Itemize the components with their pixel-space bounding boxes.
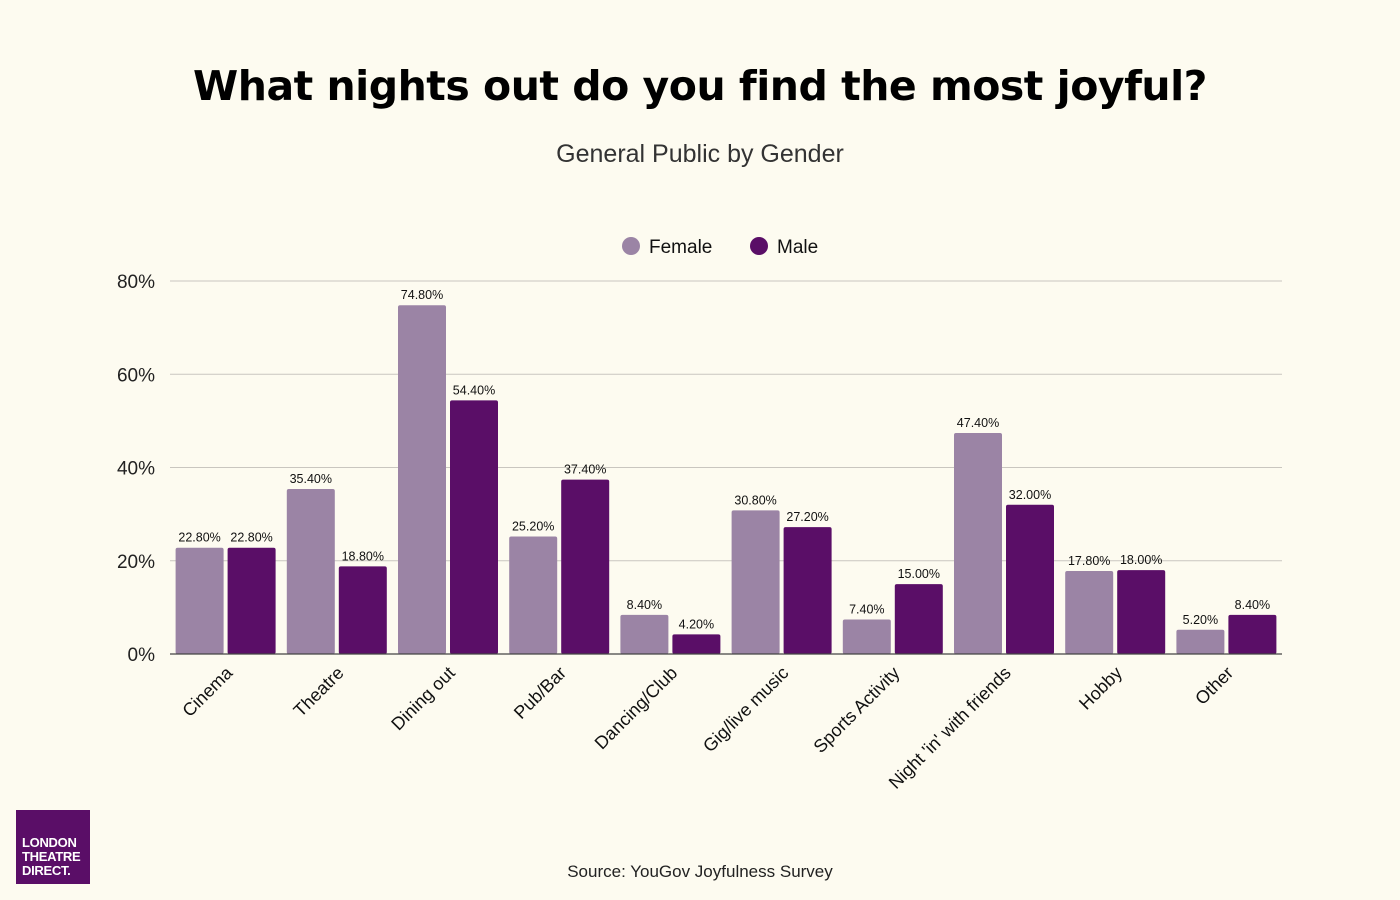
bar-male [1117,570,1166,654]
chart-title: What nights out do you find the most joy… [193,62,1207,110]
bar-female [398,305,446,654]
data-label: 22.80% [178,531,220,545]
bar-male [1228,614,1277,654]
data-label: 8.40% [627,598,662,612]
data-label: 15.00% [898,567,940,581]
x-tick-label: Dancing/Club [591,663,682,754]
data-label: 32.00% [1009,488,1051,502]
logo-line-3: DIRECT. [22,863,71,878]
data-label: 30.80% [734,493,776,507]
source-note: Source: YouGov Joyfulness Survey [567,862,833,881]
x-tick-label: Theatre [290,663,348,721]
x-tick-label: Hobby [1075,663,1126,714]
bar-male [783,527,832,654]
x-tick-label: Gig/live music [699,663,792,756]
data-label: 54.40% [453,383,495,397]
london-theatre-direct-logo: LONDON THEATRE DIRECT. [16,810,90,884]
logo-line-1: LONDON [22,835,77,850]
data-label: 18.00% [1120,553,1162,567]
bar-female [842,619,891,654]
data-label: 47.40% [957,416,999,430]
y-tick-label: 40% [117,459,155,480]
legend-label-male: Male [777,237,818,258]
x-tick-label: Cinema [178,662,237,721]
bar-male [1006,504,1054,654]
chart-subtitle: General Public by Gender [556,140,844,168]
data-label: 22.80% [230,531,272,545]
y-tick-label: 0% [128,645,156,666]
bar-male [227,547,276,654]
data-label: 8.40% [1235,598,1270,612]
x-tick-label: Dining out [387,663,458,734]
bar-female [731,510,780,654]
bar-male [450,400,498,654]
bar-male [894,584,943,654]
y-tick-label: 20% [117,552,155,573]
data-label: 17.80% [1068,554,1110,568]
data-label: 74.80% [401,288,443,302]
data-label: 37.40% [564,463,606,477]
legend-marker-female [622,237,640,255]
data-label: 5.20% [1183,613,1218,627]
data-label: 4.20% [679,617,714,631]
bar-female [509,536,558,654]
logo-line-2: THEATRE [22,849,81,864]
y-tick-label: 80% [117,272,155,293]
data-label: 18.80% [342,549,384,563]
bar-male [672,634,721,654]
data-label: 35.40% [290,472,332,486]
x-tick-label: Pub/Bar [510,663,570,723]
bar-female [954,432,1002,654]
x-tick-label: Other [1191,663,1237,709]
bar-male [338,566,387,654]
bar-female [620,614,669,654]
data-label: 25.20% [512,520,554,534]
x-tick-label: Night 'in' with friends [885,663,1015,793]
bar-female [1065,571,1114,654]
x-tick-label: Sports Activity [810,663,904,757]
bar-female [1176,629,1225,654]
bar-male [561,479,610,654]
data-label: 27.20% [786,510,828,524]
legend-label-female: Female [649,237,712,258]
data-label: 7.40% [849,602,884,616]
bar-female [286,488,335,654]
bar-female [175,547,224,654]
legend-marker-male [750,237,768,255]
y-tick-label: 60% [117,365,155,386]
